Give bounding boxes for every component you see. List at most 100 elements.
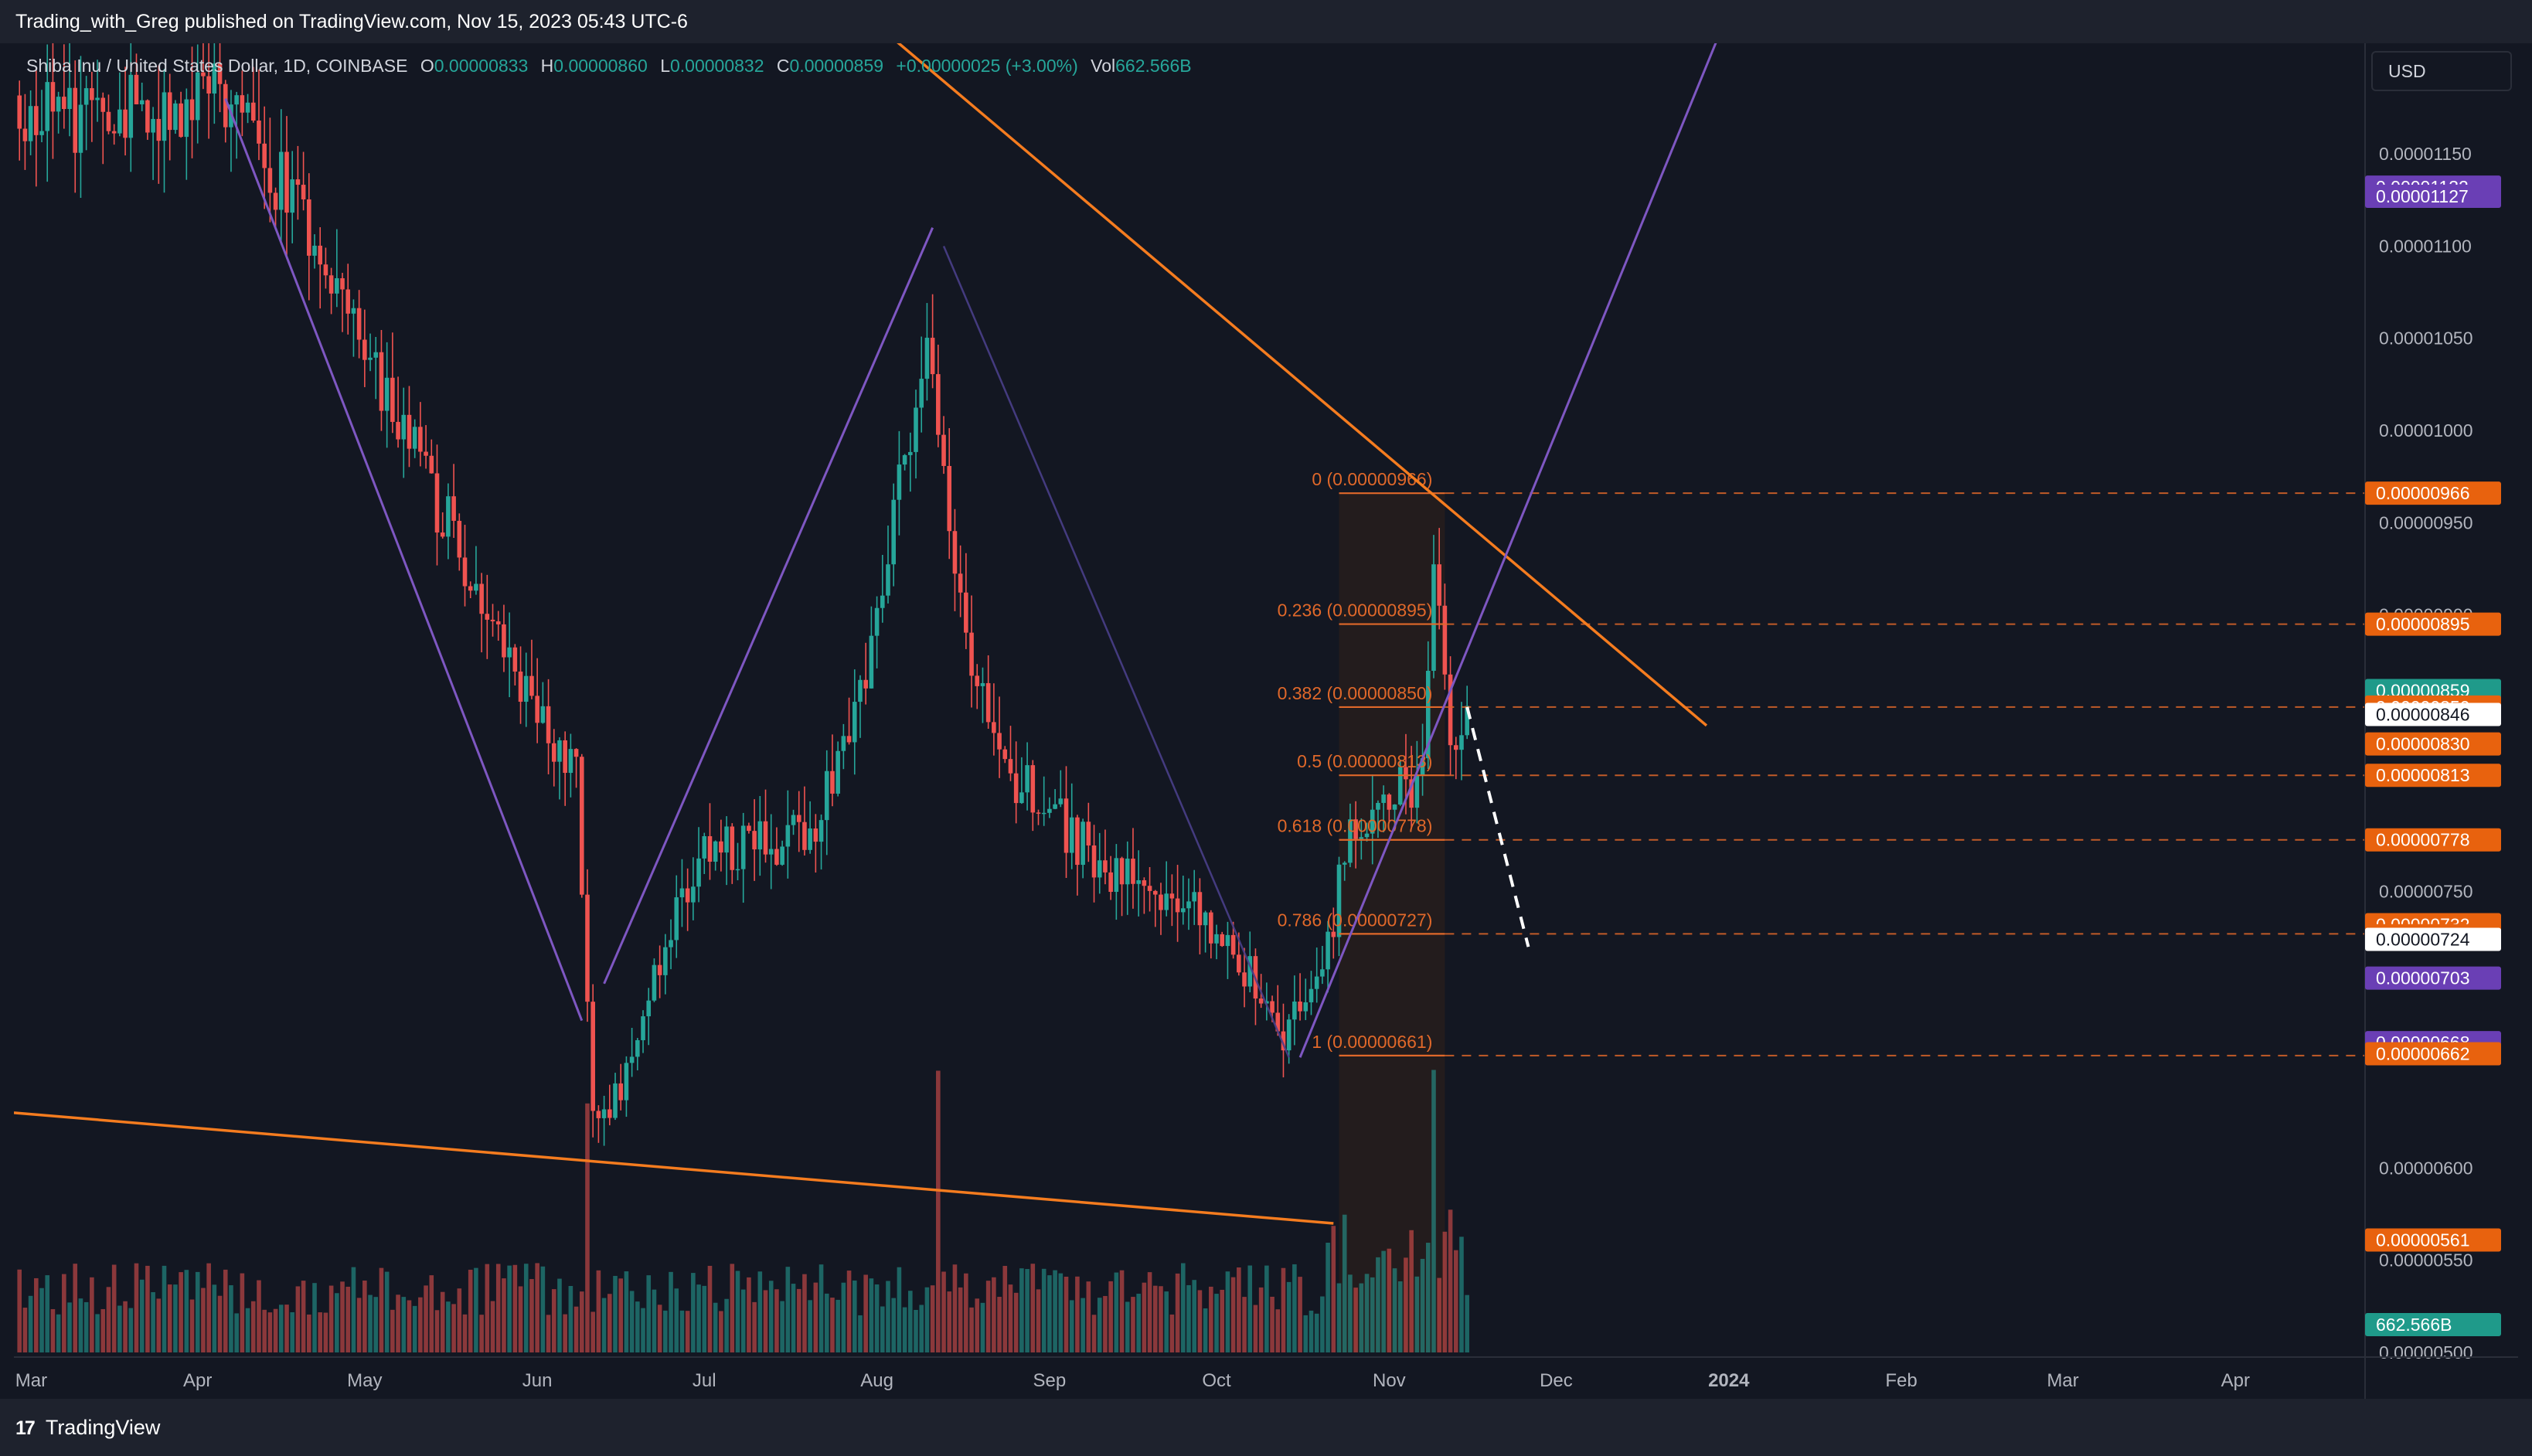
candle-body bbox=[257, 120, 261, 144]
volume-bar bbox=[257, 1280, 261, 1352]
high-label: H bbox=[540, 56, 554, 76]
volume-bar bbox=[240, 1273, 245, 1352]
volume-bar bbox=[1159, 1286, 1163, 1352]
volume-bar bbox=[1253, 1305, 1258, 1352]
volume-bar bbox=[657, 1305, 662, 1352]
candle-body bbox=[312, 245, 317, 256]
candle-body bbox=[846, 736, 852, 743]
candle-body bbox=[345, 289, 351, 314]
candle-body bbox=[1142, 879, 1147, 886]
fib-level-label: 0.236 (0.00000895) bbox=[1278, 600, 1433, 621]
volume-bar bbox=[485, 1264, 490, 1352]
candle-body bbox=[1013, 773, 1019, 804]
x-tick-label: Oct bbox=[1202, 1370, 1231, 1391]
volume-bar bbox=[223, 1269, 228, 1352]
candle-body bbox=[1147, 886, 1152, 891]
volume-bar bbox=[262, 1309, 267, 1352]
candle-body bbox=[95, 97, 100, 100]
volume-bar bbox=[808, 1300, 812, 1352]
x-tick-label: Apr bbox=[183, 1370, 212, 1391]
volume-bar bbox=[1013, 1292, 1019, 1352]
volume-bar bbox=[22, 1308, 28, 1352]
volume-bar bbox=[418, 1297, 423, 1352]
footer-bar: 17 TradingView bbox=[0, 1399, 2532, 1456]
volume-bar bbox=[83, 1301, 89, 1352]
volume-bar bbox=[73, 1264, 78, 1352]
volume-bar bbox=[958, 1287, 963, 1352]
volume-bar bbox=[474, 1267, 478, 1352]
volume-bar bbox=[495, 1264, 501, 1352]
candle-body bbox=[1264, 1001, 1269, 1004]
candle-body bbox=[674, 897, 679, 941]
candle-body bbox=[1064, 798, 1069, 853]
candle-body bbox=[351, 308, 356, 314]
candle-body bbox=[624, 1063, 629, 1101]
volume-bar bbox=[629, 1291, 635, 1352]
candle-body bbox=[440, 532, 445, 537]
candle-body bbox=[373, 352, 379, 358]
x-tick-label: Mar bbox=[15, 1370, 47, 1391]
volume-bar bbox=[635, 1301, 640, 1352]
volume-bar bbox=[95, 1314, 100, 1352]
volume-bar bbox=[278, 1305, 284, 1352]
candle-body bbox=[412, 427, 417, 449]
open-value: 0.00000833 bbox=[434, 56, 529, 76]
volume-bar bbox=[1275, 1309, 1281, 1352]
volume-bar bbox=[1359, 1283, 1364, 1352]
candle-body bbox=[195, 72, 200, 121]
candle-body bbox=[740, 825, 746, 869]
volume-bar bbox=[1058, 1273, 1064, 1352]
candle-body bbox=[702, 835, 707, 859]
volume-bar bbox=[1169, 1314, 1175, 1352]
candle-body bbox=[128, 74, 134, 138]
x-tick-label: Mar bbox=[2047, 1370, 2078, 1391]
brand[interactable]: 17 TradingView bbox=[15, 1416, 160, 1440]
candle-body bbox=[335, 278, 339, 294]
volume-bar bbox=[117, 1305, 122, 1352]
currency-selector[interactable]: USD bbox=[2371, 51, 2512, 91]
volume-bar bbox=[1453, 1250, 1458, 1352]
volume-bar bbox=[1326, 1242, 1330, 1352]
symbol-name: Shiba Inu / United States Dollar, 1D, CO… bbox=[26, 56, 408, 76]
volume-bar bbox=[1019, 1268, 1024, 1352]
volume-bar bbox=[1387, 1248, 1392, 1352]
volume-bar bbox=[930, 1285, 935, 1352]
volume-bar bbox=[1247, 1265, 1253, 1352]
candle-body bbox=[1258, 998, 1264, 1004]
tradingview-logo-icon: 17 bbox=[15, 1417, 36, 1439]
candle-body bbox=[691, 886, 696, 903]
price-tag bbox=[2365, 828, 2501, 852]
candle-body bbox=[1326, 931, 1330, 970]
candle-body bbox=[446, 496, 451, 537]
volume-bar bbox=[340, 1281, 345, 1352]
volume-bar bbox=[952, 1264, 958, 1352]
volume-bar bbox=[529, 1279, 534, 1352]
volume-bar bbox=[663, 1310, 668, 1352]
candle-body bbox=[880, 595, 885, 608]
candle-body bbox=[323, 264, 328, 276]
volume-bar bbox=[156, 1298, 162, 1352]
volume-bar bbox=[1286, 1281, 1292, 1352]
candle-body bbox=[1437, 564, 1441, 606]
candle-body bbox=[874, 607, 880, 636]
candle-body bbox=[56, 97, 61, 112]
candle-body bbox=[1237, 954, 1241, 973]
candlestick-chart[interactable]: 0 (0.00000966) 0.236 (0.00000895) 0.382 (0… bbox=[14, 43, 2518, 1399]
candle-body bbox=[730, 826, 735, 870]
volume-bar bbox=[440, 1291, 445, 1352]
volume-bar bbox=[1459, 1237, 1464, 1352]
candle-body bbox=[45, 82, 50, 131]
volume-bar bbox=[173, 1284, 178, 1352]
candle-body bbox=[969, 632, 974, 676]
volume-bar bbox=[824, 1293, 829, 1352]
chart-area[interactable]: 0 (0.00000966) 0.236 (0.00000895) 0.382 (0… bbox=[14, 43, 2518, 1399]
brand-name: TradingView bbox=[45, 1416, 161, 1439]
candle-body bbox=[757, 821, 763, 850]
candle-body bbox=[1359, 837, 1364, 839]
candle-body bbox=[1108, 872, 1113, 893]
candle-body bbox=[1209, 912, 1213, 944]
volume-bar bbox=[964, 1273, 968, 1352]
candle-body bbox=[952, 531, 958, 574]
candle-body bbox=[607, 1109, 612, 1118]
candle-body bbox=[284, 151, 289, 213]
